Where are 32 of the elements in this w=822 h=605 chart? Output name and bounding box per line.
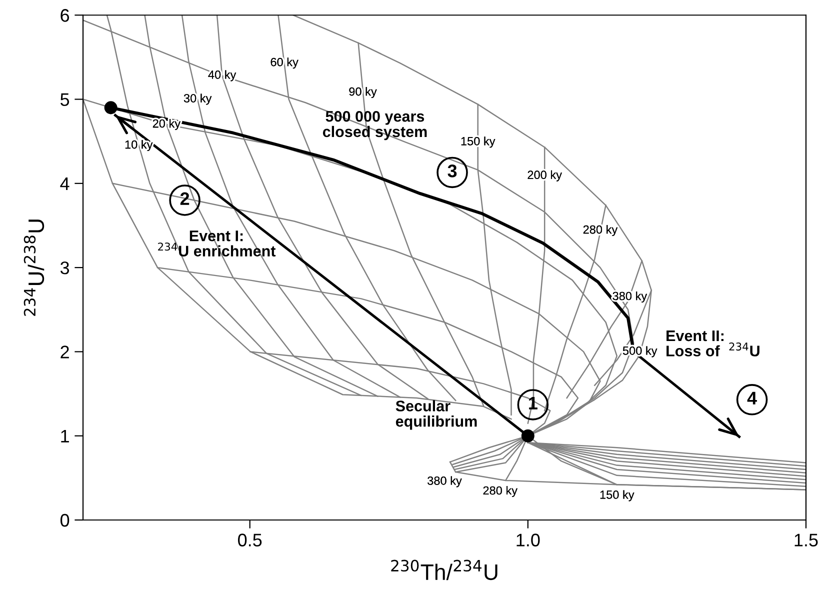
y-tick-label: 0 [60,514,70,527]
x-axis-title: $^{230}$Th/$^{234}$U [391,560,498,580]
y-tick-label: 6 [60,9,70,22]
annotation: 4 [747,392,757,404]
y-tick-label: 2 [60,346,69,358]
x-tick-label: 1.0 [516,534,540,546]
annotation: Event I: $^{234}$U enrichment [158,230,276,256]
annotation: 1 [529,396,538,410]
annotation: 280 ky [583,225,618,236]
annotation: 40 ky [208,70,236,82]
annotation: 500 000 years closed system [322,110,427,140]
y-tick-label: 4 [60,178,70,190]
annotation: 200 ky [528,170,562,182]
x-tick-label: 1.5 [794,534,818,546]
annotation: 150 ky [461,136,496,148]
annotation: 90 ky [349,87,377,98]
annotation: 280 ky [483,486,518,498]
y-axis-title: $^{234}$U/$^{238}$U [24,220,44,316]
annotation: 380 ky [428,476,462,488]
annotation: Secular equilibrium [396,400,477,430]
y-tick-label: 3 [60,261,70,274]
x-tick-label: 0.5 [238,534,262,546]
annotation: Event II: Loss of $^{234}$U [666,330,760,356]
y-tick-label: 1 [61,430,69,442]
annotation: 30 ky [184,94,212,105]
y-tick-label: 5 [60,93,70,106]
annotation: 150 ky [600,490,634,502]
annotation: 10 ky [125,140,153,152]
annotation: 2 [180,192,190,205]
annotation: 3 [448,164,457,178]
annotation: 380 ky [612,292,648,303]
annotation: 60 ky [270,58,298,69]
